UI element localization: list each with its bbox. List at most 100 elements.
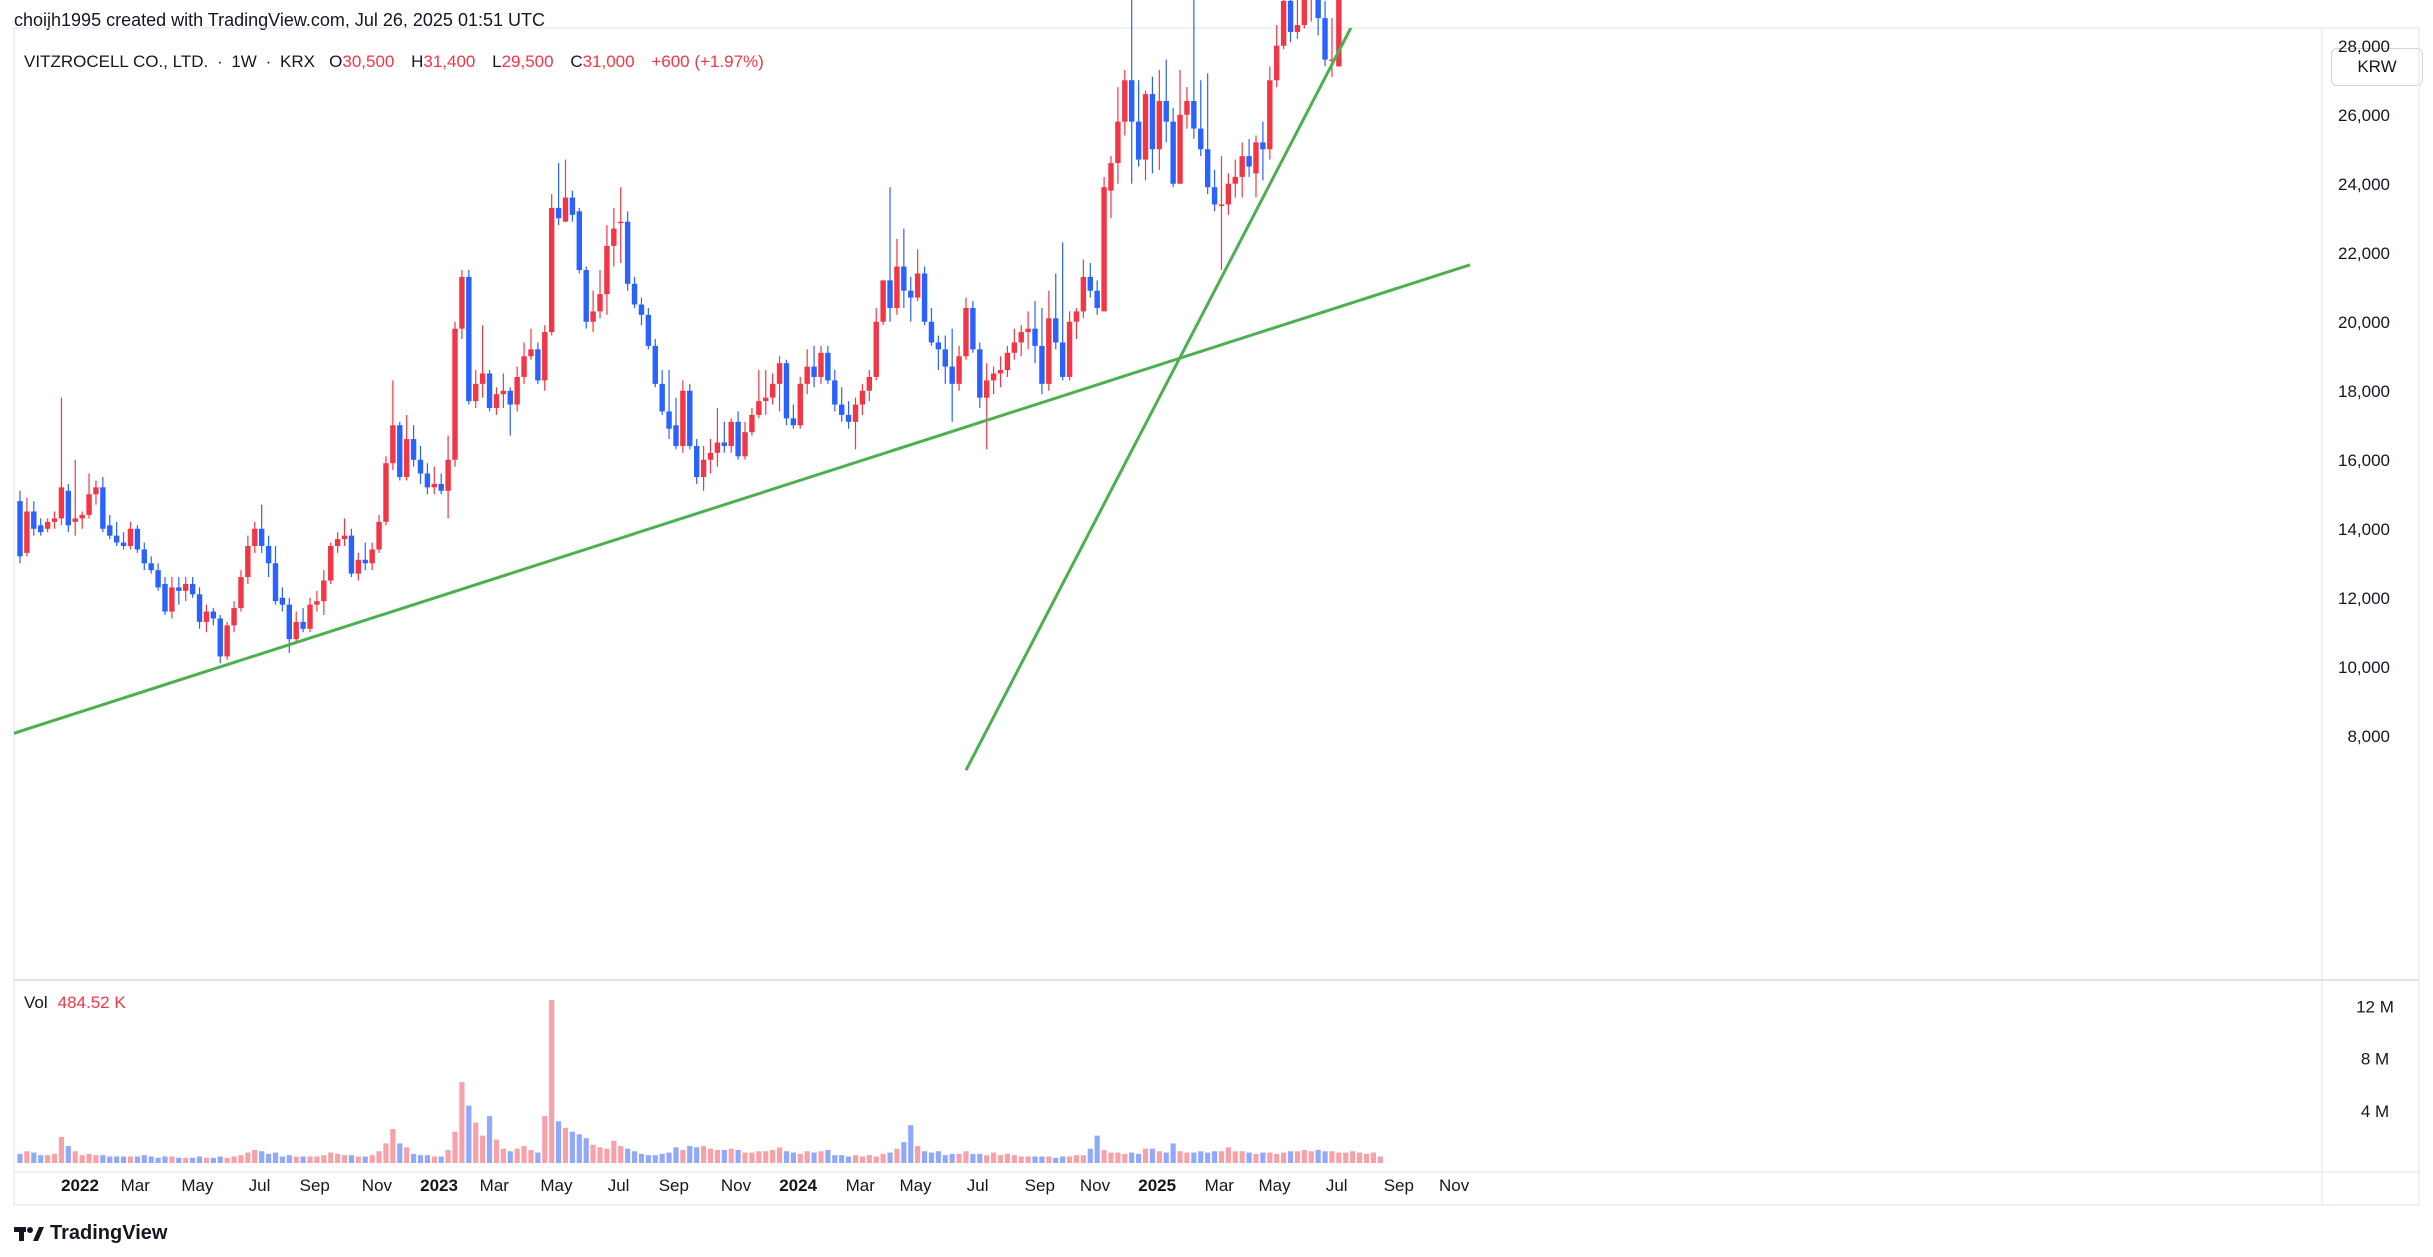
volume-bar	[390, 1129, 396, 1163]
candle-body	[224, 625, 230, 657]
volume-bar	[521, 1146, 527, 1163]
candle-body	[1108, 163, 1114, 191]
volume-bar	[1301, 1149, 1307, 1163]
volume-bar	[1108, 1152, 1114, 1163]
volume-bar	[155, 1157, 161, 1163]
volume-bar	[514, 1148, 520, 1163]
time-tick-label: Jul	[967, 1176, 989, 1195]
candle-body	[542, 332, 548, 381]
candle-body	[390, 425, 396, 464]
candle-body	[120, 542, 127, 546]
volume-bar	[1060, 1156, 1066, 1163]
volume-bar	[618, 1146, 624, 1163]
volume-bar	[348, 1155, 355, 1163]
volume-bar	[721, 1149, 727, 1163]
candle-body	[1280, 0, 1287, 46]
volume-bar	[238, 1155, 244, 1163]
candle-body	[169, 587, 175, 612]
candle-body	[673, 425, 679, 446]
candle-body	[604, 245, 610, 295]
candle-body	[397, 425, 403, 477]
candle-body	[742, 432, 748, 457]
candle-body	[1239, 156, 1245, 177]
candle-body	[314, 601, 320, 605]
candle-body	[17, 501, 23, 557]
candle-body	[1198, 128, 1204, 150]
volume-bar	[811, 1152, 817, 1163]
interval-label[interactable]: 1W	[231, 52, 257, 71]
currency-button[interactable]: KRW	[2331, 48, 2423, 86]
candle-body	[424, 473, 431, 488]
volume-bar	[956, 1153, 962, 1163]
volume-bar	[1308, 1151, 1314, 1163]
volume-bar	[756, 1151, 762, 1163]
symbol-name[interactable]: VITZROCELL CO., LTD.	[24, 52, 209, 71]
volume-bar	[341, 1155, 348, 1163]
volume-bar	[45, 1155, 51, 1163]
volume-bar	[431, 1156, 437, 1163]
candle-body	[652, 345, 658, 384]
volume-bar	[162, 1156, 168, 1163]
candle-body	[38, 525, 44, 533]
time-tick-label: Sep	[300, 1176, 330, 1195]
candle-body	[196, 594, 203, 622]
volume-bar	[949, 1153, 955, 1163]
price-tick-label: 20,000	[2338, 313, 2390, 332]
candle-body	[838, 404, 845, 415]
volume-bar	[1170, 1143, 1176, 1163]
candle-body	[1232, 176, 1238, 184]
candle-body	[845, 414, 852, 422]
candle-body	[134, 528, 141, 550]
candle-body	[783, 363, 790, 419]
candle-body	[1094, 290, 1100, 308]
volume-bar	[279, 1156, 285, 1163]
candle-body	[1301, 0, 1308, 26]
candle-body	[1156, 100, 1163, 150]
candle-body	[645, 314, 652, 346]
candle-body	[555, 207, 562, 219]
volume-bar	[355, 1156, 361, 1163]
candle-body	[307, 604, 313, 629]
candle-body	[93, 487, 99, 495]
candle-body	[790, 418, 797, 426]
volume-bar	[148, 1156, 154, 1163]
tradingview-logo[interactable]: TradingView	[14, 1222, 167, 1245]
volume-bar	[1260, 1152, 1266, 1163]
candle-body	[569, 197, 576, 215]
price-tick-label: 28,000	[2338, 37, 2390, 56]
candle-body	[548, 207, 555, 333]
candle-body	[51, 518, 58, 522]
candle-body	[1218, 204, 1225, 206]
volume-bar	[611, 1140, 617, 1163]
volume-bar	[1232, 1151, 1238, 1163]
volume-bar	[134, 1156, 140, 1163]
volume-bar	[852, 1155, 859, 1163]
volume-bar	[1322, 1151, 1328, 1163]
volume-bar	[362, 1156, 368, 1163]
volume-bar	[714, 1149, 721, 1163]
candle-body	[1191, 100, 1197, 129]
candle-body	[859, 390, 866, 405]
volume-bar	[625, 1148, 631, 1163]
candle-body	[873, 321, 879, 377]
candle-body	[286, 604, 292, 640]
volume-bar	[694, 1147, 700, 1163]
candle-body	[1260, 142, 1266, 150]
candle-body	[700, 459, 707, 477]
candle-body	[58, 487, 65, 519]
volume-bar	[452, 1131, 458, 1163]
time-tick-label: 2023	[420, 1176, 458, 1195]
candle-body	[100, 487, 106, 529]
volume-bar	[1356, 1152, 1363, 1163]
candle-body	[693, 445, 700, 477]
volume-bar	[231, 1156, 237, 1163]
candle-body	[1170, 121, 1176, 184]
volume-bar	[321, 1155, 327, 1163]
candle-body	[769, 383, 776, 398]
time-tick-label: Nov	[1080, 1176, 1111, 1195]
candle-body	[1211, 187, 1218, 205]
volume-bar	[1274, 1153, 1280, 1163]
volume-bar	[935, 1151, 941, 1163]
candle-body	[141, 549, 147, 564]
